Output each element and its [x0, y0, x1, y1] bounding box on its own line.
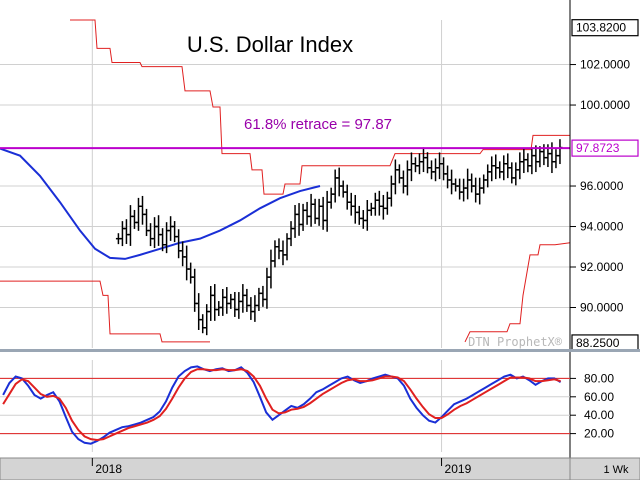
price-label: 103.8200	[571, 19, 639, 37]
moving-average	[0, 147, 321, 260]
osc-axis-tick-label: 60.00	[584, 390, 614, 404]
oscillator-grid	[0, 360, 570, 452]
svg-text:88.2500: 88.2500	[576, 336, 620, 350]
svg-text:97.8723: 97.8723	[576, 141, 620, 155]
date-axis	[0, 457, 571, 480]
axis-tick-label: 96.0000	[580, 179, 624, 193]
date-label: 2018	[95, 462, 122, 476]
watermark: DTN ProphetX®	[468, 335, 563, 349]
oscillator-lines	[2, 365, 562, 445]
date-label: 2019	[445, 462, 472, 476]
period-box[interactable]	[569, 457, 640, 480]
pane-separator[interactable]	[0, 349, 640, 352]
price-label: 97.8723	[571, 139, 639, 157]
moving-average-line	[0, 147, 321, 260]
axis-tick-label: 94.0000	[580, 220, 624, 234]
channel-upper	[70, 19, 570, 195]
channel-lower-right	[464, 242, 571, 343]
price-bars	[115, 139, 563, 336]
axis-tick-label: 92.0000	[580, 260, 624, 274]
price-channel	[0, 19, 571, 343]
chart-title: U.S. Dollar Index	[187, 32, 353, 57]
date-labels: 2018 2019	[91, 458, 472, 476]
axis-tick-label: 90.0000	[580, 301, 624, 315]
svg-text:103.8200: 103.8200	[576, 21, 626, 35]
channel-lower	[0, 280, 210, 343]
osc-axis-tick-label: 40.00	[584, 408, 614, 422]
oscillator-axis: 80.00 60.00 40.00 20.00	[570, 371, 614, 441]
retrace-annotation: 61.8% retrace = 97.87	[244, 116, 392, 133]
price-label: 88.2500	[571, 334, 639, 352]
osc-series-line	[2, 368, 561, 442]
price-axis: 102.0000 100.0000 96.0000 94.0000 92.0000 90.…	[570, 58, 630, 315]
axis-tick-label: 102.0000	[580, 58, 630, 72]
axis-tick-label: 100.0000	[580, 98, 630, 112]
osc-axis-tick-label: 20.00	[584, 427, 614, 441]
period-label: 1 Wk	[603, 464, 629, 476]
osc-axis-tick-label: 80.00	[584, 371, 614, 385]
price-labels: 103.8200 97.8723 88.2500	[571, 19, 639, 352]
